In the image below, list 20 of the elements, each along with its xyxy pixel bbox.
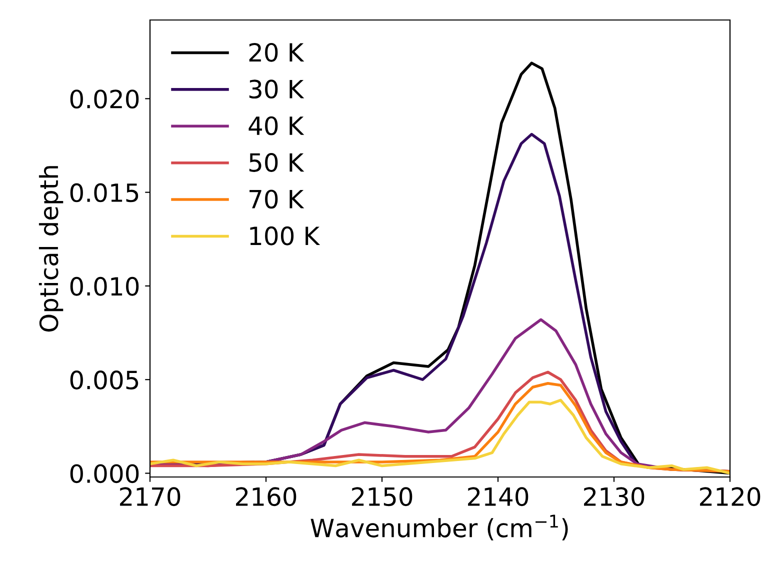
legend-label: 40 K [248,116,304,136]
x-tick-label: 2120 [700,487,760,506]
legend-label: 20 K [249,42,304,62]
x-tick-label: 2160 [236,487,296,506]
legend-label: 30 K [249,80,304,99]
y-tick-label: 0.010 [70,276,139,296]
x-axis-title: Wavenumber (cm$^{−1}$) [310,514,568,540]
x-tick-label: 2170 [120,487,180,506]
x-tick-label: 2150 [352,487,412,506]
legend-label: 70 K [250,190,304,209]
y-tick-label: 0.000 [70,464,139,484]
line-series [150,398,730,475]
y-tick-label: 0.020 [70,90,139,109]
y-tick-label: 0.005 [70,370,138,390]
legend-label: 50 K [249,153,304,172]
x-tick-label: 2130 [584,487,644,506]
y-tick-label: 0.015 [70,183,138,202]
x-tick-label: 2140 [468,487,528,506]
legend-label: 100 K [250,226,320,246]
y-axis-title: Optical depth [38,166,64,332]
